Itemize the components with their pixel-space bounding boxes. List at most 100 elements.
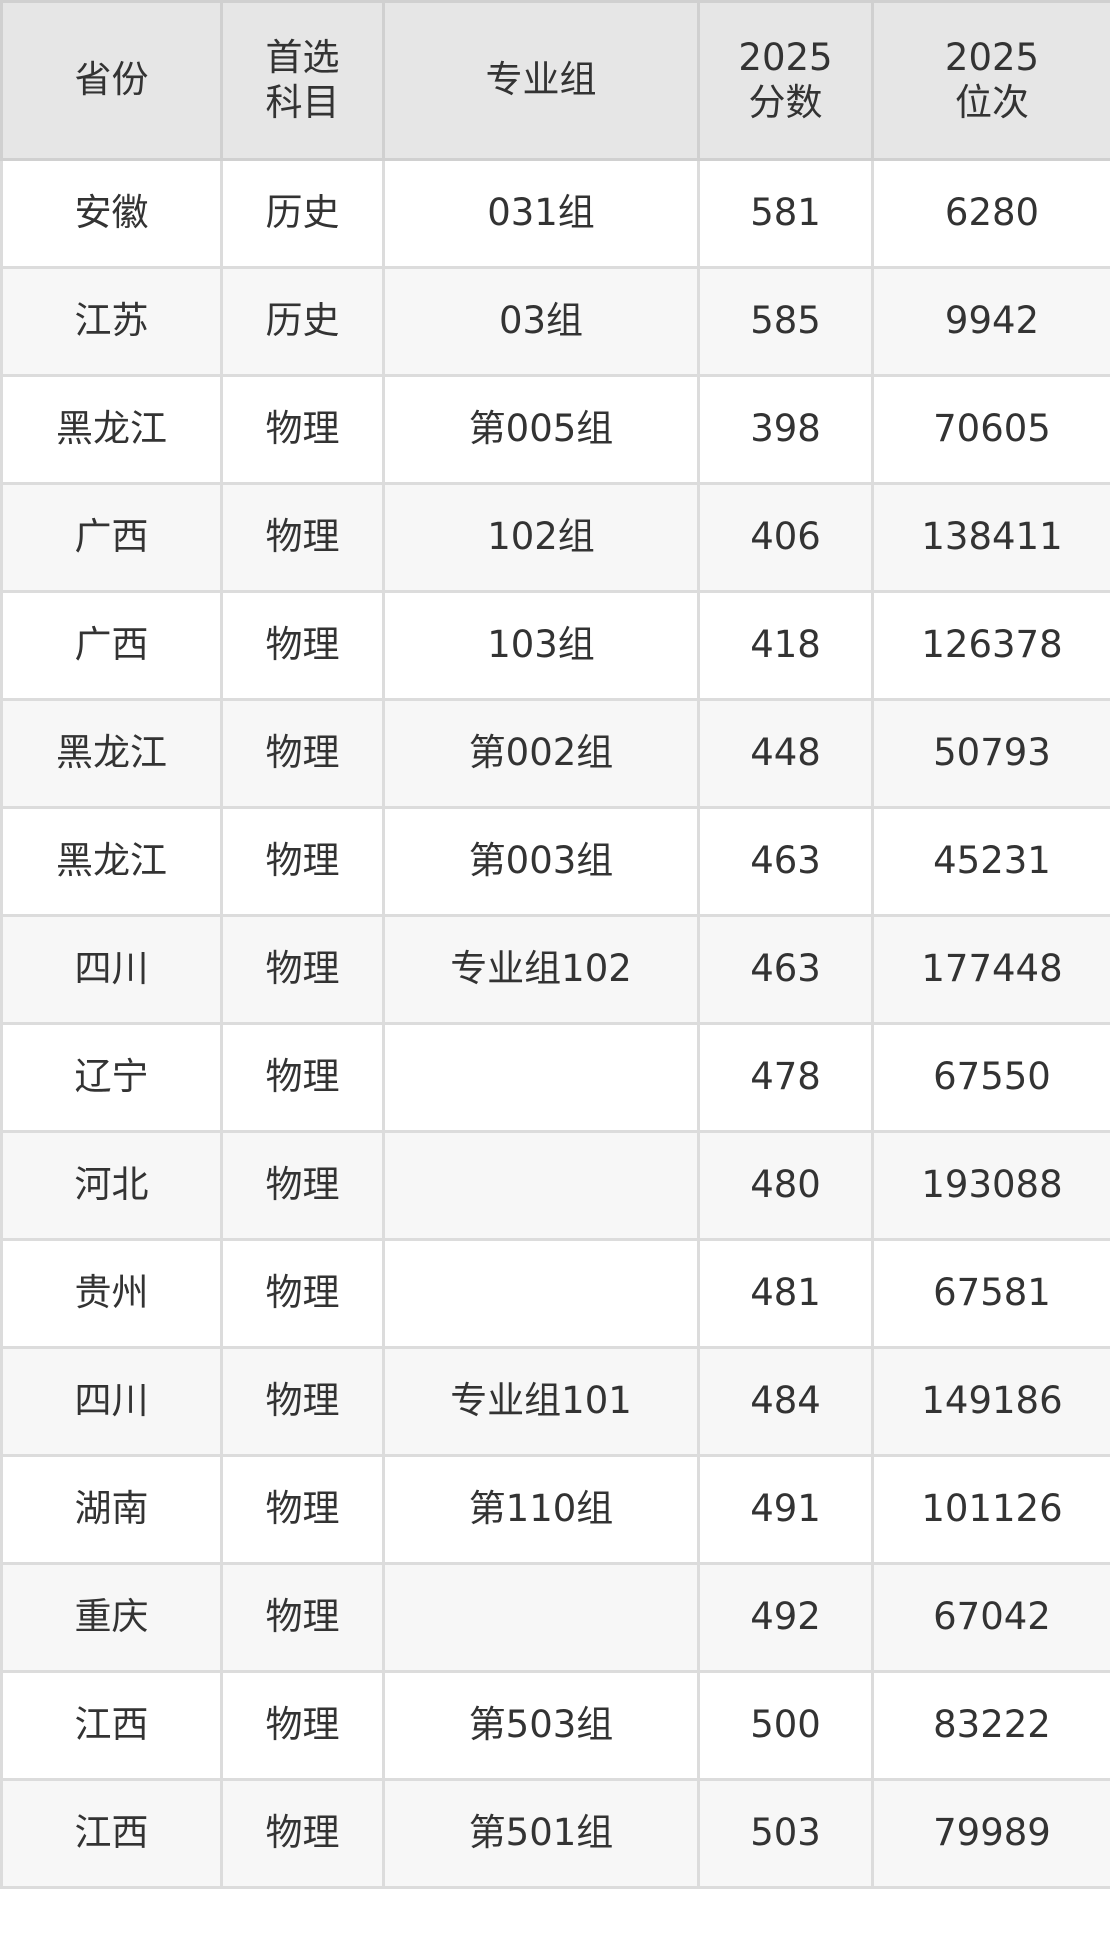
cell-group: 103组 — [382, 590, 700, 701]
cell-rank: 67581 — [871, 1238, 1110, 1349]
cell-province: 黑龙江 — [0, 374, 223, 485]
cell-score: 448 — [697, 698, 874, 809]
cell-group — [382, 1238, 700, 1349]
cell-province: 安徽 — [0, 158, 223, 269]
cell-rank: 149186 — [871, 1346, 1110, 1457]
cell-province: 贵州 — [0, 1238, 223, 1349]
cell-subject: 物理 — [220, 1778, 385, 1889]
table-row: 贵州 物理 481 67581 — [0, 1238, 1110, 1349]
cell-subject: 物理 — [220, 482, 385, 593]
cell-subject: 物理 — [220, 1238, 385, 1349]
cell-rank: 9942 — [871, 266, 1110, 377]
cell-group: 专业组101 — [382, 1346, 700, 1457]
cell-rank: 70605 — [871, 374, 1110, 485]
cell-subject: 物理 — [220, 1346, 385, 1457]
cell-score: 491 — [697, 1454, 874, 1565]
cell-province: 广西 — [0, 590, 223, 701]
cell-score: 585 — [697, 266, 874, 377]
cell-subject: 物理 — [220, 590, 385, 701]
cell-group: 第003组 — [382, 806, 700, 917]
cell-subject: 物理 — [220, 698, 385, 809]
cell-subject: 历史 — [220, 266, 385, 377]
table-row: 四川 物理 专业组101 484 149186 — [0, 1346, 1110, 1457]
cell-rank: 67550 — [871, 1022, 1110, 1133]
cell-score: 418 — [697, 590, 874, 701]
table-row: 河北 物理 480 193088 — [0, 1130, 1110, 1241]
cell-rank: 193088 — [871, 1130, 1110, 1241]
cell-score: 406 — [697, 482, 874, 593]
cell-rank: 177448 — [871, 914, 1110, 1025]
cell-group: 专业组102 — [382, 914, 700, 1025]
table-row: 黑龙江 物理 第003组 463 45231 — [0, 806, 1110, 917]
cell-subject: 历史 — [220, 158, 385, 269]
cell-subject: 物理 — [220, 1022, 385, 1133]
cell-group: 第110组 — [382, 1454, 700, 1565]
cell-subject: 物理 — [220, 1130, 385, 1241]
cell-rank: 50793 — [871, 698, 1110, 809]
cell-province: 四川 — [0, 1346, 223, 1457]
cell-score: 503 — [697, 1778, 874, 1889]
score-table: 省份 首选 科目 专业组 2025 分数 2025 位次 安徽 历史 031组 581… — [0, 0, 1110, 1889]
cell-group: 031组 — [382, 158, 700, 269]
table-row: 江西 物理 第503组 500 83222 — [0, 1670, 1110, 1781]
cell-group — [382, 1130, 700, 1241]
cell-score: 478 — [697, 1022, 874, 1133]
cell-score: 398 — [697, 374, 874, 485]
cell-group: 第002组 — [382, 698, 700, 809]
header-group: 专业组 — [382, 0, 700, 161]
cell-province: 黑龙江 — [0, 698, 223, 809]
table-row: 重庆 物理 492 67042 — [0, 1562, 1110, 1673]
header-province: 省份 — [0, 0, 223, 161]
header-subject: 首选 科目 — [220, 0, 385, 161]
table-row: 黑龙江 物理 第002组 448 50793 — [0, 698, 1110, 809]
cell-rank: 6280 — [871, 158, 1110, 269]
cell-group — [382, 1562, 700, 1673]
cell-score: 492 — [697, 1562, 874, 1673]
cell-group: 03组 — [382, 266, 700, 377]
header-rank: 2025 位次 — [871, 0, 1110, 161]
cell-province: 河北 — [0, 1130, 223, 1241]
header-row: 省份 首选 科目 专业组 2025 分数 2025 位次 — [0, 0, 1110, 161]
cell-group: 第501组 — [382, 1778, 700, 1889]
cell-rank: 126378 — [871, 590, 1110, 701]
cell-score: 481 — [697, 1238, 874, 1349]
table-row: 江苏 历史 03组 585 9942 — [0, 266, 1110, 377]
cell-rank: 67042 — [871, 1562, 1110, 1673]
table-row: 安徽 历史 031组 581 6280 — [0, 158, 1110, 269]
cell-score: 463 — [697, 914, 874, 1025]
cell-group: 第503组 — [382, 1670, 700, 1781]
cell-province: 江西 — [0, 1670, 223, 1781]
cell-subject: 物理 — [220, 1670, 385, 1781]
table-row: 湖南 物理 第110组 491 101126 — [0, 1454, 1110, 1565]
cell-province: 湖南 — [0, 1454, 223, 1565]
header-score: 2025 分数 — [697, 0, 874, 161]
cell-province: 江苏 — [0, 266, 223, 377]
cell-province: 重庆 — [0, 1562, 223, 1673]
cell-group — [382, 1022, 700, 1133]
table-row: 江西 物理 第501组 503 79989 — [0, 1778, 1110, 1889]
cell-group: 第005组 — [382, 374, 700, 485]
cell-subject: 物理 — [220, 914, 385, 1025]
cell-score: 480 — [697, 1130, 874, 1241]
table-row: 广西 物理 103组 418 126378 — [0, 590, 1110, 701]
cell-group: 102组 — [382, 482, 700, 593]
cell-subject: 物理 — [220, 374, 385, 485]
cell-score: 500 — [697, 1670, 874, 1781]
cell-subject: 物理 — [220, 806, 385, 917]
cell-province: 广西 — [0, 482, 223, 593]
cell-province: 辽宁 — [0, 1022, 223, 1133]
cell-subject: 物理 — [220, 1562, 385, 1673]
table-row: 四川 物理 专业组102 463 177448 — [0, 914, 1110, 1025]
table-row: 黑龙江 物理 第005组 398 70605 — [0, 374, 1110, 485]
table-row: 广西 物理 102组 406 138411 — [0, 482, 1110, 593]
cell-rank: 101126 — [871, 1454, 1110, 1565]
cell-rank: 79989 — [871, 1778, 1110, 1889]
cell-province: 四川 — [0, 914, 223, 1025]
cell-score: 463 — [697, 806, 874, 917]
cell-score: 581 — [697, 158, 874, 269]
cell-province: 江西 — [0, 1778, 223, 1889]
cell-province: 黑龙江 — [0, 806, 223, 917]
cell-rank: 45231 — [871, 806, 1110, 917]
cell-rank: 138411 — [871, 482, 1110, 593]
table-row: 辽宁 物理 478 67550 — [0, 1022, 1110, 1133]
